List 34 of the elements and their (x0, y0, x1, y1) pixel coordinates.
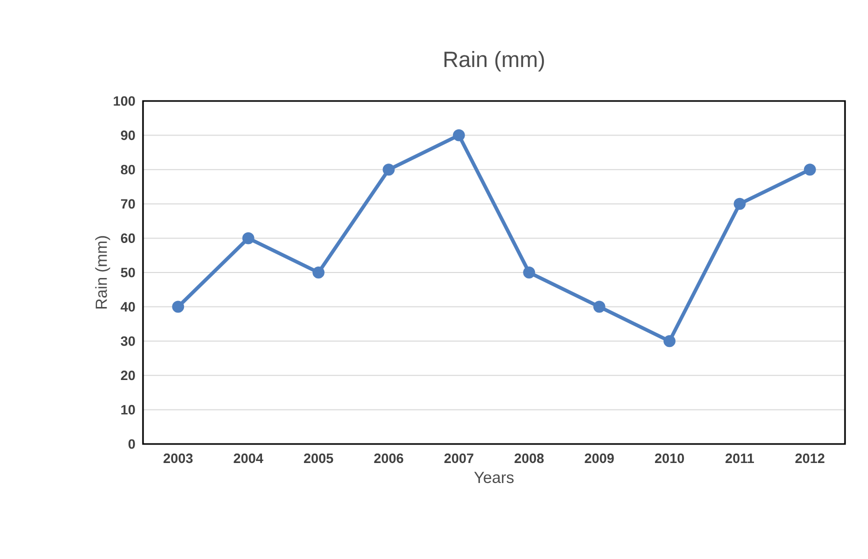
point (593, 300, 606, 313)
point (452, 129, 465, 142)
x-tick-label: 2003 (164, 454, 193, 464)
y-tick-label: 70 (121, 199, 135, 209)
x-tick-label: 2004 (234, 454, 264, 464)
x-tick-label: 2010 (654, 454, 684, 464)
y-tick-label: 20 (120, 370, 135, 380)
y-axis-title: Rain (mm) (95, 236, 110, 309)
y-tick-label: 100 (114, 96, 135, 106)
x-tick-label: 2008 (514, 454, 544, 464)
x-tick-label: 2011 (726, 454, 754, 464)
y-tick-label: 40 (120, 302, 135, 312)
x-tick-label: 2009 (584, 454, 614, 464)
y-tick-label: 60 (120, 233, 135, 243)
y-tick-label: 80 (120, 164, 135, 174)
point (242, 232, 254, 244)
x-tick-label: 2006 (374, 454, 404, 464)
point (312, 266, 325, 278)
y-tick-label: 30 (120, 336, 135, 346)
point (523, 266, 536, 278)
x-tick-label: 2007 (444, 454, 474, 464)
x-tick-label: 2012 (795, 454, 824, 464)
chart-title: Rain (mm) (444, 51, 544, 72)
y-tick-label: 0 (128, 439, 135, 449)
y-tick-label: 50 (120, 268, 135, 278)
point (804, 164, 816, 176)
x-axis-title: Years (474, 472, 514, 484)
y-tick-label: 90 (120, 130, 135, 140)
point (172, 300, 184, 313)
x-tick-label: 2005 (304, 454, 334, 464)
point (664, 335, 676, 348)
point (382, 164, 395, 176)
point (734, 198, 746, 210)
y-tick-label: 10 (121, 404, 135, 414)
